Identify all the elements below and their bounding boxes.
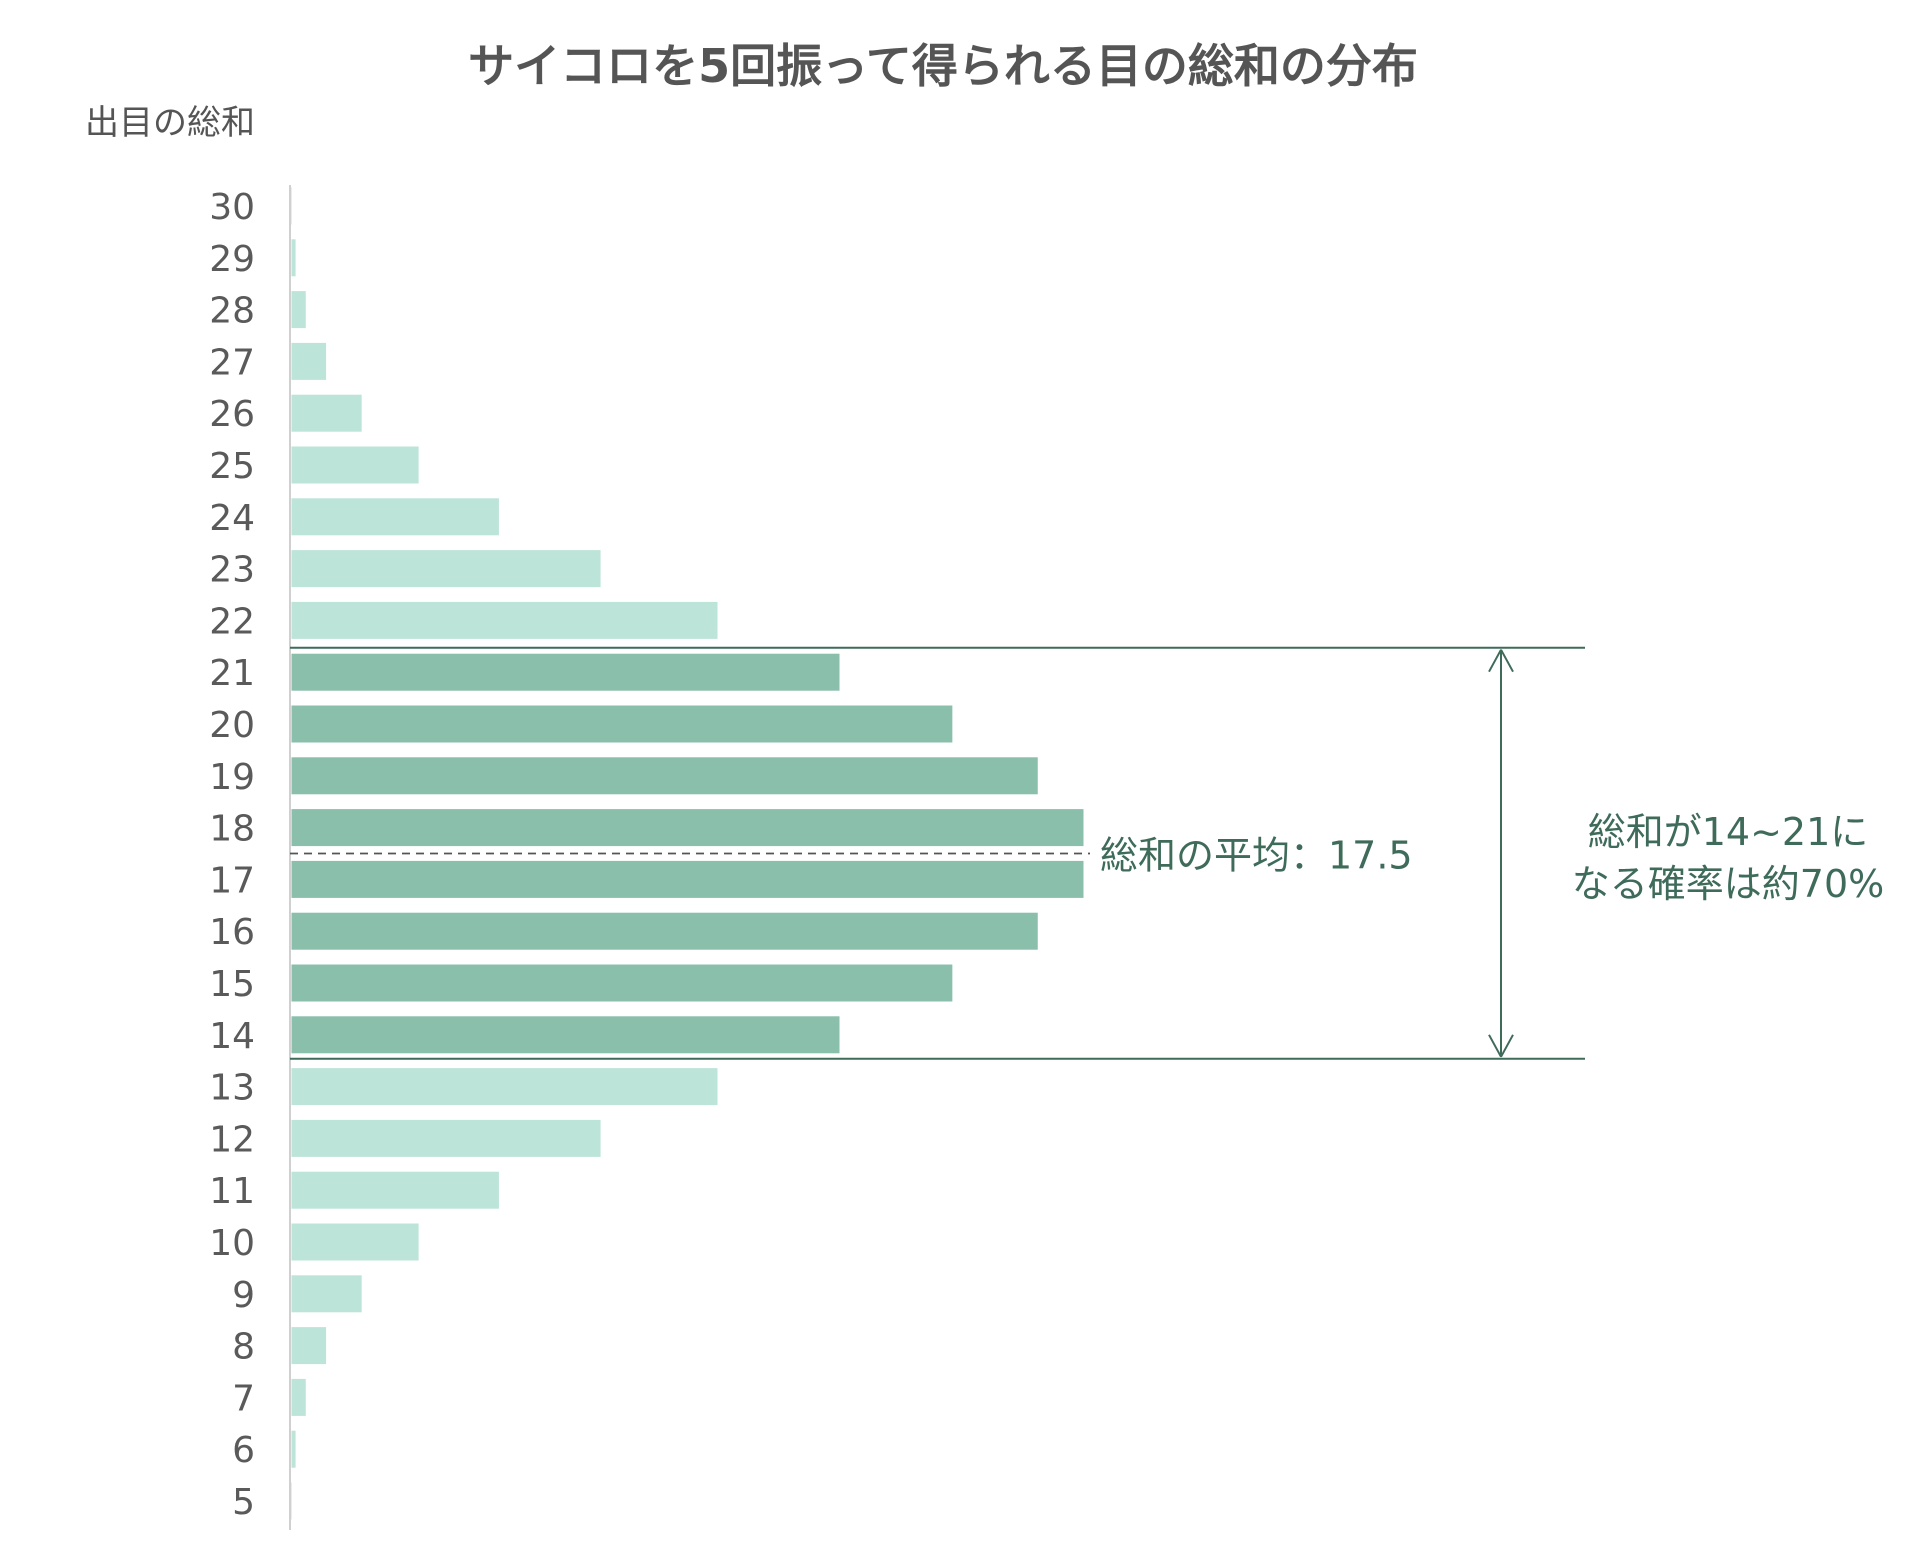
bar-26	[290, 393, 363, 433]
y-axis-label: 出目の総和	[85, 103, 255, 143]
range-arrow-head-bottom-right	[1500, 1034, 1514, 1058]
bar-15	[290, 963, 954, 1003]
tick-label-16: 16	[209, 912, 255, 953]
tick-label-24: 24	[209, 498, 255, 539]
bar-18	[290, 808, 1085, 848]
tick-label-7: 7	[232, 1378, 255, 1419]
tick-label-15: 15	[209, 964, 255, 1005]
tick-label-28: 28	[209, 291, 255, 332]
bar-14	[290, 1015, 841, 1055]
tick-label-6: 6	[232, 1430, 255, 1471]
bar-20	[290, 704, 954, 744]
range-arrow-head-top-right	[1500, 649, 1514, 673]
range-label-line2: なる確率は約70%	[1572, 862, 1884, 906]
range-arrow-head-bottom-left	[1488, 1034, 1502, 1058]
bar-19	[290, 756, 1039, 796]
bar-25	[290, 445, 420, 485]
tick-label-26: 26	[209, 394, 255, 435]
bar-10	[290, 1222, 420, 1262]
tick-label-11: 11	[209, 1171, 255, 1212]
bar-6	[290, 1429, 297, 1469]
tick-label-20: 20	[209, 705, 255, 746]
chart-title: サイコロを5回振って得られる目の総和の分布	[468, 39, 1418, 93]
tick-label-25: 25	[209, 446, 255, 487]
range-arrow-head-top-left	[1488, 649, 1502, 673]
bar-13	[290, 1067, 719, 1107]
tick-label-30: 30	[209, 187, 255, 228]
bar-28	[290, 290, 307, 330]
tick-label-27: 27	[209, 342, 255, 383]
bar-23	[290, 549, 602, 589]
tick-label-12: 12	[209, 1119, 255, 1160]
bar-12	[290, 1118, 602, 1158]
tick-label-29: 29	[209, 239, 255, 280]
bar-5	[290, 1481, 293, 1521]
tick-label-23: 23	[209, 550, 255, 591]
tick-label-18: 18	[209, 809, 255, 850]
bars-group	[290, 186, 1085, 1521]
range-label-line1: 総和が14~21に	[1588, 810, 1869, 854]
tick-label-21: 21	[209, 653, 255, 694]
mean-label: 総和の平均：17.5	[1100, 834, 1413, 878]
bar-21	[290, 652, 841, 692]
bar-29	[290, 238, 297, 278]
tick-label-17: 17	[209, 860, 255, 901]
tick-label-13: 13	[209, 1068, 255, 1109]
bar-27	[290, 341, 328, 381]
bar-8	[290, 1326, 328, 1366]
bar-11	[290, 1170, 500, 1210]
tick-label-10: 10	[209, 1223, 255, 1264]
bar-24	[290, 497, 500, 537]
bar-22	[290, 600, 719, 640]
tick-label-5: 5	[232, 1482, 255, 1523]
tick-labels-group: 30 29 28 27 26 25 24 23 22 21 20 19 18 17 16 15 14 13 12 11…	[209, 187, 255, 1523]
bar-30	[290, 186, 293, 226]
tick-label-14: 14	[209, 1016, 255, 1057]
tick-label-9: 9	[232, 1275, 255, 1316]
tick-label-19: 19	[209, 757, 255, 798]
bar-9	[290, 1274, 363, 1314]
bar-17	[290, 859, 1085, 899]
tick-label-8: 8	[232, 1327, 255, 1368]
bar-7	[290, 1377, 307, 1417]
tick-label-22: 22	[209, 601, 255, 642]
bar-16	[290, 911, 1039, 951]
